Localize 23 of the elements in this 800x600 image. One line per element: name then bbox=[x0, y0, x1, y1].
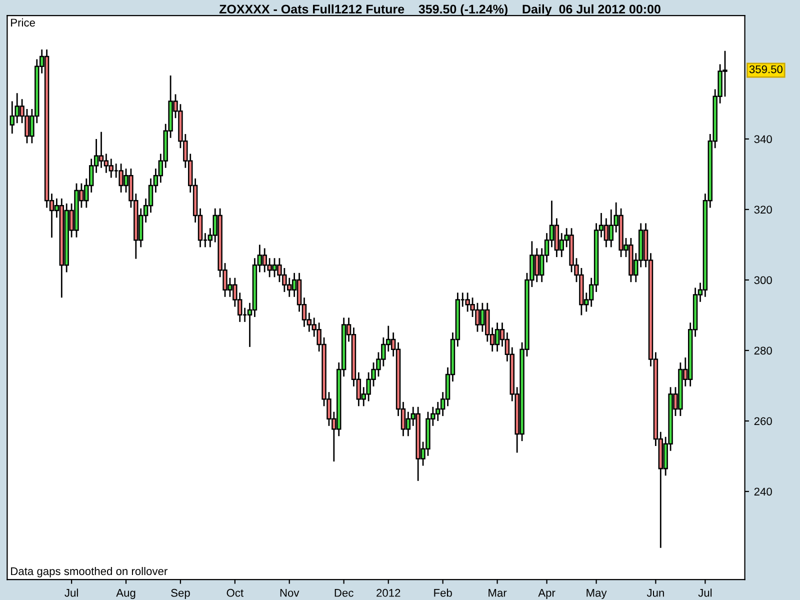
x-tick-label: Jul bbox=[698, 588, 712, 597]
x-tick-label: Feb bbox=[434, 588, 452, 597]
y-tick-label: 280 bbox=[754, 346, 772, 355]
x-tick-label: Jun bbox=[646, 589, 664, 597]
x-tick-label: Oct bbox=[226, 588, 244, 597]
y-tick-label: 260 bbox=[754, 417, 772, 426]
y-tick-label: 300 bbox=[754, 276, 772, 284]
x-tick-label: Sep bbox=[171, 588, 190, 599]
y-tick-label: 320 bbox=[754, 206, 772, 214]
y-tick-label: 340 bbox=[754, 135, 772, 144]
annotation: Data gaps smoothed on rollover bbox=[11, 566, 168, 578]
x-tick-label: Aug bbox=[116, 589, 136, 599]
x-tick-label: Nov bbox=[280, 589, 300, 597]
x-tick-label: Apr bbox=[538, 589, 556, 599]
x-tick-label: Dec bbox=[334, 589, 354, 597]
x-tick-label: 2012 bbox=[376, 588, 400, 597]
text: 359.50 bbox=[749, 65, 783, 74]
x-tick-label: Jul bbox=[64, 588, 78, 597]
y-axis-title: Price bbox=[11, 18, 35, 27]
x-tick-label: Mar bbox=[488, 589, 507, 597]
x-tick-label: May bbox=[586, 589, 607, 599]
y-tick-label: 240 bbox=[754, 488, 772, 496]
chart-title: ZOXXXX - Oats Full1212 Future 359.50 (-1.24%) Daily 06 Jul 2012 00:00 bbox=[219, 4, 660, 16]
